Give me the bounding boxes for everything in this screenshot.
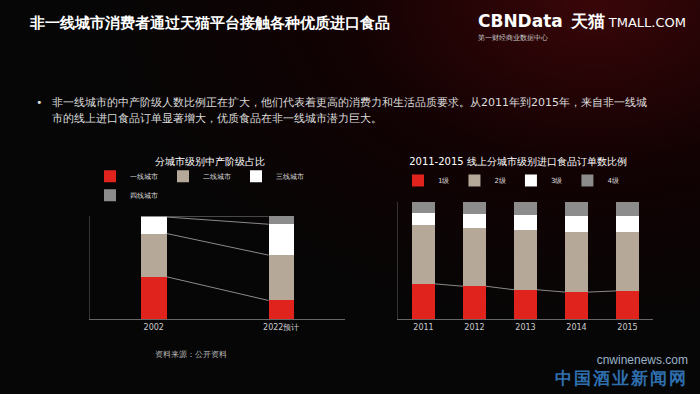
svg-text:3级: 3级 <box>551 177 562 185</box>
svg-text:2011-2015 线上分城市级别进口食品订单数比例: 2011-2015 线上分城市级别进口食品订单数比例 <box>409 156 627 167</box>
svg-text:一线城市: 一线城市 <box>130 173 158 181</box>
html-text:cnwinenews.com: cnwinenews.com <box>596 353 688 367</box>
svg-text:2013: 2013 <box>515 323 535 332</box>
html-text:CBNData: CBNData <box>478 11 563 31</box>
svg-text:分城市级别中产阶级占比: 分城市级别中产阶级占比 <box>155 156 265 167</box>
svg-text:2011: 2011 <box>413 323 433 332</box>
svg-text:1级: 1级 <box>438 177 449 185</box>
svg-text:二线城市: 二线城市 <box>203 173 231 181</box>
svg-text:2015: 2015 <box>617 323 637 332</box>
svg-text:2022预计: 2022预计 <box>263 323 299 332</box>
svg-text:4级: 4级 <box>607 177 618 185</box>
svg-text:2012: 2012 <box>464 323 484 332</box>
html-text:第一财经商业数据中心: 第一财经商业数据中心 <box>478 34 548 42</box>
html-text:非一线城市的中产阶级人数比例正在扩大，他们代表着更高的消费力: 非一线城市的中产阶级人数比例正在扩大，他们代表着更高的消费力和生活品质要求。从2… <box>52 96 647 125</box>
svg-text:2014: 2014 <box>566 323 586 332</box>
svg-text:2级: 2级 <box>494 177 505 185</box>
html-text:天猫 TMALL.COM: 天猫 TMALL.COM <box>570 11 686 31</box>
html-text:非一线城市消费者通过天猫平台接触各种优质进口食品: 非一线城市消费者通过天猫平台接触各种优质进口食品 <box>30 14 390 32</box>
svg-text:三线城市: 三线城市 <box>276 173 304 181</box>
html-text:中国酒业新闻网: 中国酒业新闻网 <box>555 368 688 388</box>
svg-text:2002: 2002 <box>144 323 164 332</box>
svg-text:四线城市: 四线城市 <box>130 192 158 200</box>
html-text:资料来源：公开资料: 资料来源：公开资料 <box>155 350 227 359</box>
